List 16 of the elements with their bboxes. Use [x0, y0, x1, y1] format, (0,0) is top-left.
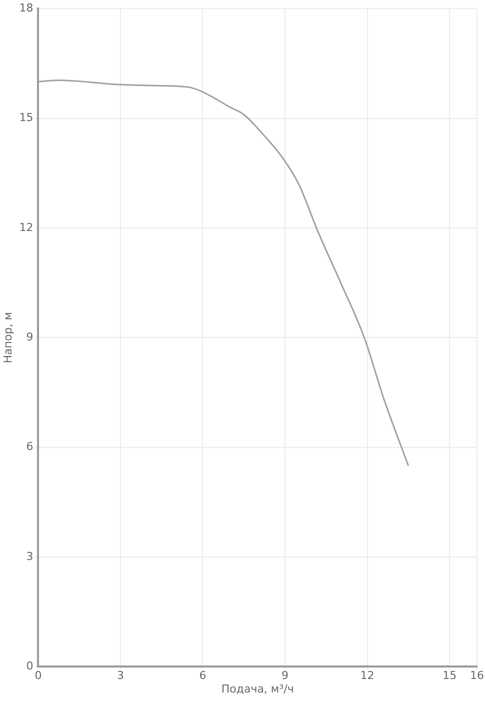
y-tick-label: 0 [26, 659, 34, 672]
y-tick-label: 9 [26, 330, 34, 344]
x-axis-title: Подача, м³/ч [221, 682, 294, 696]
x-tick-label: 12 [360, 669, 374, 682]
x-tick-label: 6 [199, 669, 206, 682]
y-tick-label: 6 [26, 440, 34, 454]
y-tick-label: 12 [19, 220, 34, 234]
x-tick-label: 15 [442, 669, 457, 682]
y-axis-title: Напор, м [1, 312, 14, 364]
x-tick-label: 16 [470, 669, 484, 682]
x-tick-label: 9 [282, 669, 289, 682]
x-tick-label: 0 [34, 669, 42, 682]
x-tick-label: 3 [116, 669, 124, 682]
y-tick-label: 15 [19, 111, 34, 124]
y-tick-label: 18 [19, 1, 34, 14]
y-tick-label: 3 [26, 550, 34, 563]
